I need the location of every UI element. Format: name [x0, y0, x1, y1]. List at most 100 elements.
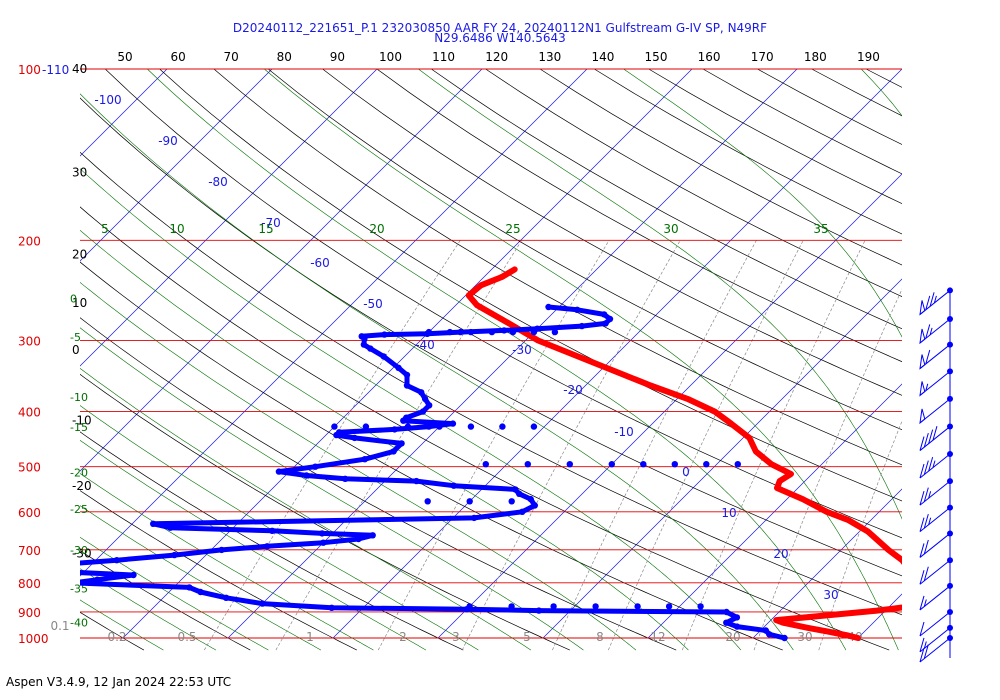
- mixing-ratio-label: 0.2: [107, 630, 126, 644]
- dry-adiabat: [920, 69, 1000, 650]
- moist-adiabat-left-label: -40: [70, 617, 88, 630]
- dry-adiabat-left-label: 40: [72, 62, 87, 76]
- moist-adiabat-left-label: -30: [70, 544, 88, 557]
- wind-barb: [919, 533, 951, 558]
- wind-barb: [919, 637, 951, 663]
- dewpoint-point: [703, 461, 710, 468]
- wind-barb-pennant: [919, 381, 926, 397]
- dry-adiabat: [267, 68, 902, 431]
- wind-barb-shaft: [919, 559, 951, 585]
- pressure-label: 900: [18, 606, 41, 620]
- isotherm-line: [542, 278, 902, 639]
- dewpoint-point: [32, 565, 38, 571]
- dewpoint-point: [398, 440, 405, 447]
- dry-adiabat: [322, 68, 902, 396]
- wind-barb-flag: [919, 436, 925, 451]
- wind-barb: [919, 453, 951, 479]
- moist-adiabat: [80, 93, 794, 651]
- dewpoint-point: [367, 345, 374, 352]
- dewpoint-point: [733, 614, 741, 621]
- dry-adiabat: [757, 68, 902, 145]
- wind-barb-half-flag: [933, 295, 937, 304]
- dewpoint-point: [186, 584, 193, 591]
- dewpoint-point: [762, 627, 769, 634]
- dewpoint-point: [519, 508, 526, 515]
- moist-adiabat: [147, 68, 847, 651]
- dry-adiabat: [159, 68, 902, 502]
- mixing-ratio-label: 20: [725, 630, 740, 644]
- dry-adiabat-top-label: 90: [330, 50, 345, 64]
- moist-adiabat-top-label: 15: [258, 222, 273, 236]
- dewpoint-point: [60, 569, 66, 575]
- dewpoint-point: [362, 423, 370, 430]
- dewpoint-point: [446, 328, 454, 336]
- dewpoint-point: [578, 322, 586, 330]
- dewpoint-point: [530, 328, 538, 336]
- wind-barb-flag: [919, 543, 925, 558]
- dewpoint-point: [269, 527, 276, 534]
- dewpoint-point: [403, 371, 411, 379]
- dewpoint-point: [470, 514, 478, 522]
- dewpoint-point: [404, 423, 412, 430]
- dewpoint-point: [482, 461, 489, 468]
- wind-barb: [919, 344, 951, 370]
- wind-barbs: [919, 287, 953, 663]
- dewpoint-point: [436, 423, 443, 430]
- isotherm-label: 30: [823, 588, 838, 602]
- wind-barb-pennant: [919, 408, 926, 425]
- dewpoint-point: [94, 576, 101, 583]
- dry-adiabat-top-label: 50: [117, 50, 132, 64]
- dry-adiabat: [80, 490, 357, 651]
- dewpoint-point: [419, 408, 427, 415]
- moist-adiabat-top-label: 5: [101, 222, 109, 236]
- mixing-ratio-label: 1: [306, 630, 314, 644]
- isobar-lines: [80, 68, 902, 639]
- dewpoint-point: [512, 486, 519, 493]
- moist-adiabat-top-label: 30: [663, 222, 678, 236]
- dewpoint-point: [355, 535, 362, 543]
- wind-barb: [919, 507, 951, 533]
- isotherm-label: -90: [158, 134, 178, 148]
- wind-barb-flag: [919, 637, 925, 653]
- pressure-label: 100: [18, 63, 41, 77]
- pressure-label: 500: [18, 461, 41, 475]
- wind-barb-half-flag: [923, 599, 927, 607]
- isotherm-line: [80, 68, 273, 262]
- dewpoint-point: [259, 600, 266, 607]
- wind-barb-flag: [923, 432, 929, 448]
- dewpoint-point: [665, 603, 673, 610]
- dry-adiabat: [80, 151, 902, 616]
- dry-adiabat-left-label: 20: [72, 248, 87, 262]
- pressure-label: 400: [18, 406, 41, 420]
- mixing-ratio-label: 12: [650, 630, 665, 644]
- dry-adiabat-left-label: -10: [72, 414, 92, 428]
- wind-barb-shaft: [919, 627, 951, 653]
- mixing-ratio-line: [377, 240, 610, 651]
- dewpoint-point: [403, 382, 411, 389]
- dewpoint-point: [369, 532, 376, 539]
- isotherm-line: [963, 69, 1000, 638]
- dewpoint-point: [500, 327, 508, 334]
- dewpoint-point: [466, 498, 473, 505]
- moist-adiabat-top-label: 20: [369, 222, 384, 236]
- dry-adiabat-left-label: -20: [72, 479, 92, 493]
- mixing-ratio-line: [607, 240, 804, 651]
- dewpoint-point: [499, 423, 506, 430]
- wind-barb-flag: [919, 621, 925, 637]
- dewpoint-point: [426, 402, 433, 409]
- isotherm-line: [80, 68, 378, 367]
- mixing-ratio-label: 8: [596, 630, 604, 644]
- moist-adiabat-left-label: -20: [70, 467, 88, 480]
- dry-adiabat-top-label: 70: [224, 50, 239, 64]
- wind-barb-pennant: [919, 300, 926, 316]
- dewpoint-point: [303, 472, 310, 479]
- dewpoint-point: [381, 331, 388, 338]
- wind-barb: [919, 627, 951, 653]
- dry-adiabat: [0, 69, 37, 650]
- dewpoint-point: [425, 423, 433, 430]
- chart-title-line1: D20240112_221651_P.1 232030850 AAR FY 24…: [232, 21, 768, 35]
- isotherm-line: [332, 68, 902, 639]
- dewpoint-point: [634, 603, 641, 610]
- dry-adiabat-left-label: 0: [72, 343, 80, 357]
